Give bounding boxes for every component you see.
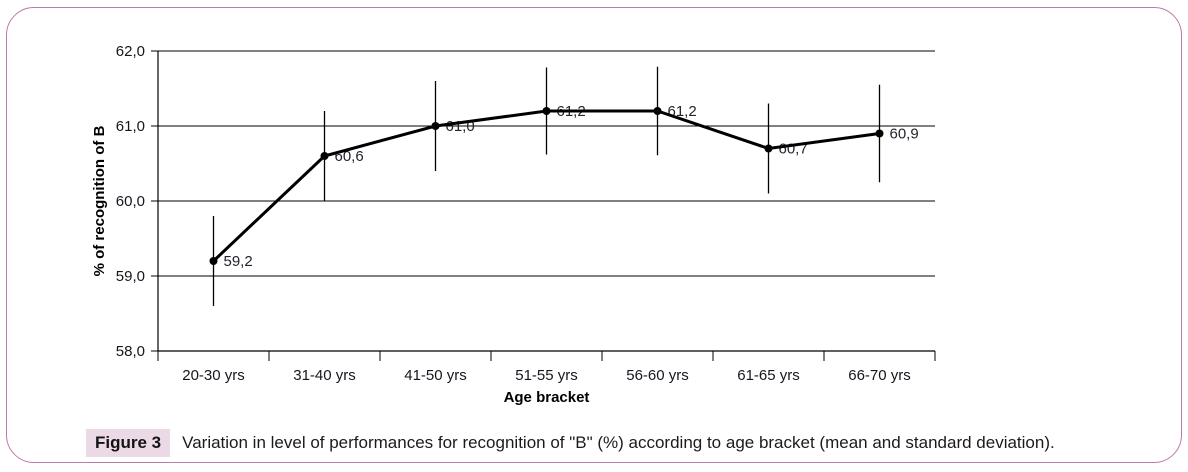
category-label: 41-50 yrs xyxy=(404,367,467,384)
category-label: 61-65 yrs xyxy=(737,367,800,384)
category-label: 31-40 yrs xyxy=(293,367,356,384)
y-tick-label: 58,0 xyxy=(116,343,145,360)
data-point-label: 59,2 xyxy=(224,253,253,270)
y-tick-label: 59,0 xyxy=(116,268,145,285)
data-point-marker xyxy=(320,152,329,160)
data-point-marker xyxy=(875,129,884,138)
category-label: 20-30 yrs xyxy=(182,367,245,384)
line-chart: 58,0 59,0 60,0 61,0 62,0 20-30 yrs 31-40 yrs 41… xyxy=(91,43,936,406)
data-point-marker xyxy=(431,122,440,130)
figure-caption-text: Variation in level of performances for r… xyxy=(182,433,1055,452)
y-axis-title: % of recognition of B xyxy=(91,125,108,276)
data-point-marker xyxy=(542,107,551,115)
y-tick-label: 60,0 xyxy=(116,193,145,210)
data-point-label: 61,2 xyxy=(668,103,697,120)
y-tick-label: 61,0 xyxy=(116,118,145,135)
category-label: 66-70 yrs xyxy=(848,367,911,384)
x-axis-title: Age bracket xyxy=(504,389,590,406)
data-point-marker xyxy=(653,107,662,115)
figure-label: Figure 3 xyxy=(86,429,171,457)
data-point-marker xyxy=(209,257,218,265)
y-tick-label: 62,0 xyxy=(116,43,145,60)
category-label: 51-55 yrs xyxy=(515,367,578,384)
figure-frame: 58,0 59,0 60,0 61,0 62,0 20-30 yrs 31-40 yrs 41… xyxy=(6,7,1182,463)
data-point-label: 60,9 xyxy=(890,126,919,143)
figure-caption: Figure 3 Variation in level of performan… xyxy=(86,429,1055,457)
data-point-marker xyxy=(764,144,773,153)
category-label: 56-60 yrs xyxy=(626,367,689,384)
